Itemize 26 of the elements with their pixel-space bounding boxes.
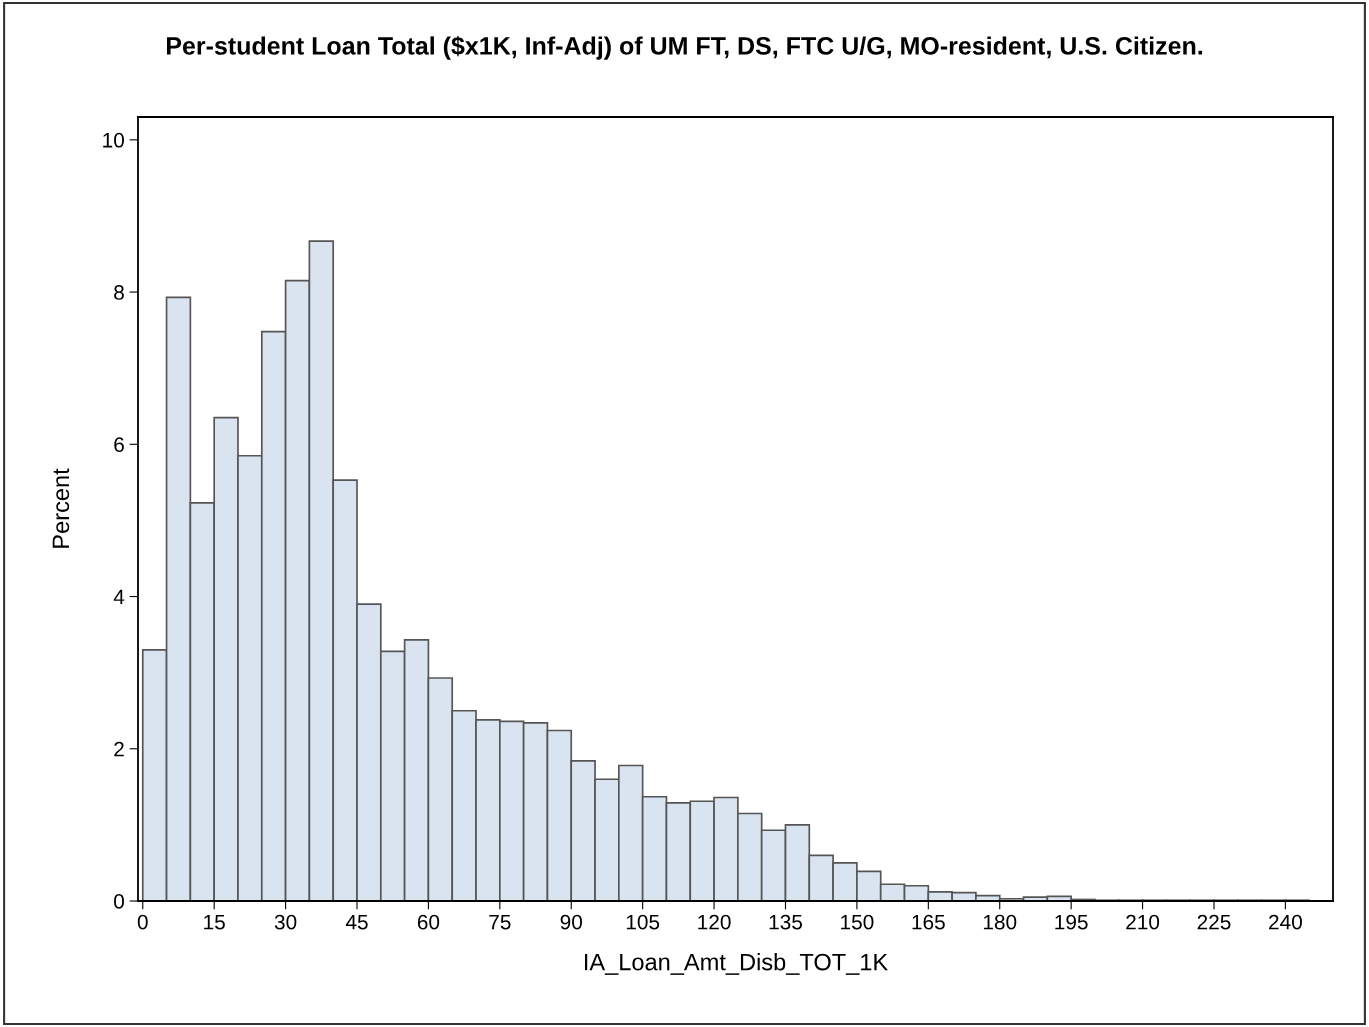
y-tick-label: 10 [103,132,124,148]
x-tick-label: 240 [1269,914,1302,930]
x-tick-label: 120 [698,914,731,930]
y-tick-label: 8 [114,285,124,300]
x-tick-label: 165 [912,914,945,930]
x-tick-label: 195 [1055,914,1088,930]
y-tick-label: 0 [114,894,124,909]
y-tick-label: 2 [114,741,124,757]
x-tick-label: 225 [1197,914,1231,930]
x-tick-label: 135 [769,914,802,930]
x-tick-label: 30 [274,914,297,930]
x-tick-label: 0 [137,914,148,930]
x-tick-label: 90 [560,914,583,930]
y-tick-label: 6 [114,437,124,453]
chart-title: Per-student Loan Total ($x1K, Inf-Adj) of UM FT, DS, FTC U/G, MO-resident, U.S. Citizen. [166,35,1203,60]
y-axis-title: Percent [52,468,70,548]
x-tick-label: 45 [345,914,368,930]
x-tick-label: 105 [626,914,660,930]
y-tick-label: 4 [113,589,125,605]
x-tick-label: 180 [983,914,1017,930]
x-tick-label: 210 [1126,914,1160,930]
x-tick-label: 150 [841,914,874,930]
x-tick-label: 60 [417,914,440,930]
x-axis-title: IA_Loan_Amt_Disb_TOT_1K [585,953,888,975]
x-tick-label: 15 [204,914,225,930]
x-tick-label: 75 [489,914,511,930]
